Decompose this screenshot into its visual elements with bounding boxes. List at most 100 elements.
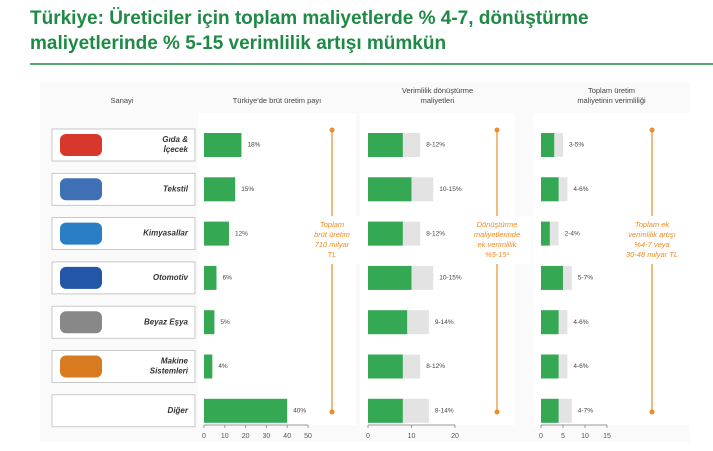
panel-title: Verimlilik dönüştürme <box>402 86 473 95</box>
title: maliyetlerinde % 5-15 verimlilik artışı … <box>30 33 446 54</box>
annotation: %5-15¹ <box>485 250 510 259</box>
value-label: 10-15% <box>439 186 462 193</box>
bar <box>368 398 403 423</box>
bar <box>368 133 403 157</box>
value-label: 4-6% <box>573 363 588 370</box>
bar <box>541 177 559 202</box>
category-label: Kimyasallar <box>143 229 189 238</box>
value-label: 40% <box>293 408 306 415</box>
value-label: 4-6% <box>573 319 588 326</box>
annotation: 710 milyar <box>315 240 350 249</box>
category-label: İçecek <box>164 145 189 154</box>
panel-title: maliyetleri <box>421 96 455 105</box>
value-label: 8-12% <box>426 230 445 237</box>
category-icon <box>60 134 102 156</box>
x-tick-label: 0 <box>202 433 206 440</box>
x-tick-label: 10 <box>581 433 589 440</box>
panel-title: maliyetinin verimliliği <box>577 96 646 105</box>
annotation: TL <box>328 250 337 259</box>
bar <box>368 265 412 290</box>
value-label: 4% <box>218 363 228 370</box>
bar <box>204 398 288 423</box>
annotation: brüt üretim <box>314 230 350 239</box>
annotation-bg <box>298 216 366 264</box>
category-header: Sanayi <box>111 96 134 105</box>
x-tick-label: 10 <box>221 433 229 440</box>
x-tick-label: 20 <box>451 433 459 440</box>
bar <box>541 133 555 157</box>
bar <box>204 310 215 335</box>
annotation: Dönüştürme <box>477 220 518 229</box>
category-label: Otomotiv <box>153 273 189 282</box>
value-label: 10-15% <box>439 275 462 282</box>
annotation-dot <box>649 409 655 415</box>
x-tick-label: 15 <box>603 433 611 440</box>
bar <box>204 265 217 290</box>
bar <box>541 310 559 335</box>
value-label: 4-7% <box>578 408 593 415</box>
value-label: 8-14% <box>435 408 454 415</box>
value-label: 8-12% <box>426 363 445 370</box>
category-label: Makine <box>161 357 189 366</box>
bar <box>368 221 403 246</box>
value-label: 15% <box>241 186 254 193</box>
x-tick-label: 0 <box>539 433 543 440</box>
value-label: 3-5% <box>569 142 584 149</box>
x-tick-label: 20 <box>242 433 250 440</box>
value-label: 5-7% <box>578 275 593 282</box>
value-label: 9-14% <box>435 319 454 326</box>
bar <box>368 354 403 379</box>
value-label: 8-12% <box>426 142 445 149</box>
x-tick-label: 10 <box>408 433 416 440</box>
category-label: Tekstil <box>163 184 189 193</box>
annotation-dot <box>494 127 500 133</box>
bar <box>541 221 550 246</box>
category-label: Sistemleri <box>150 367 189 376</box>
category-label: Gıda & <box>162 135 188 144</box>
value-label: 5% <box>220 319 230 326</box>
annotation-bg <box>463 216 531 264</box>
annotation: %4-7 veya <box>634 240 669 249</box>
bar <box>204 354 213 379</box>
category-icon <box>60 355 102 378</box>
value-label: 2-4% <box>565 230 580 237</box>
value-label: 12% <box>235 230 248 237</box>
annotation: ek verimlilik <box>478 240 518 249</box>
annotation: Toplam ek <box>635 220 671 229</box>
bar <box>368 310 408 335</box>
annotation: verimlilik artışı <box>628 230 676 239</box>
x-tick-label: 30 <box>263 433 271 440</box>
value-label: 18% <box>247 142 260 149</box>
annotation-dot <box>649 127 655 133</box>
annotation-dot <box>329 127 335 133</box>
panel-title: Türkiye'de brüt üretim payı <box>233 96 322 105</box>
bar <box>368 177 412 202</box>
x-tick-label: 50 <box>304 433 312 440</box>
annotation-bg <box>618 216 686 264</box>
x-tick-label: 0 <box>366 433 370 440</box>
category-icon <box>60 266 102 289</box>
value-label: 6% <box>222 275 232 282</box>
category-icon <box>60 222 102 245</box>
bar <box>204 221 229 246</box>
category-label: Diğer <box>168 406 189 415</box>
x-tick-label: 40 <box>283 433 291 440</box>
bar <box>204 133 242 157</box>
value-label: 4-6% <box>573 186 588 193</box>
annotation: maliyetlerinde <box>474 230 520 239</box>
bar <box>541 265 563 290</box>
annotation-dot <box>494 409 500 415</box>
category-icon <box>60 178 102 201</box>
bar <box>541 398 559 423</box>
bar <box>541 354 559 379</box>
bar <box>204 177 236 202</box>
annotation: Toplam <box>320 220 344 229</box>
title: Türkiye: Üreticiler için toplam maliyetl… <box>30 8 589 29</box>
x-tick-label: 5 <box>561 433 565 440</box>
category-icon <box>60 311 102 334</box>
category-label: Beyaz Eşya <box>144 317 189 326</box>
annotation-dot <box>329 409 335 415</box>
annotation: 30-48 milyar TL <box>626 250 678 259</box>
category-box <box>51 394 196 428</box>
